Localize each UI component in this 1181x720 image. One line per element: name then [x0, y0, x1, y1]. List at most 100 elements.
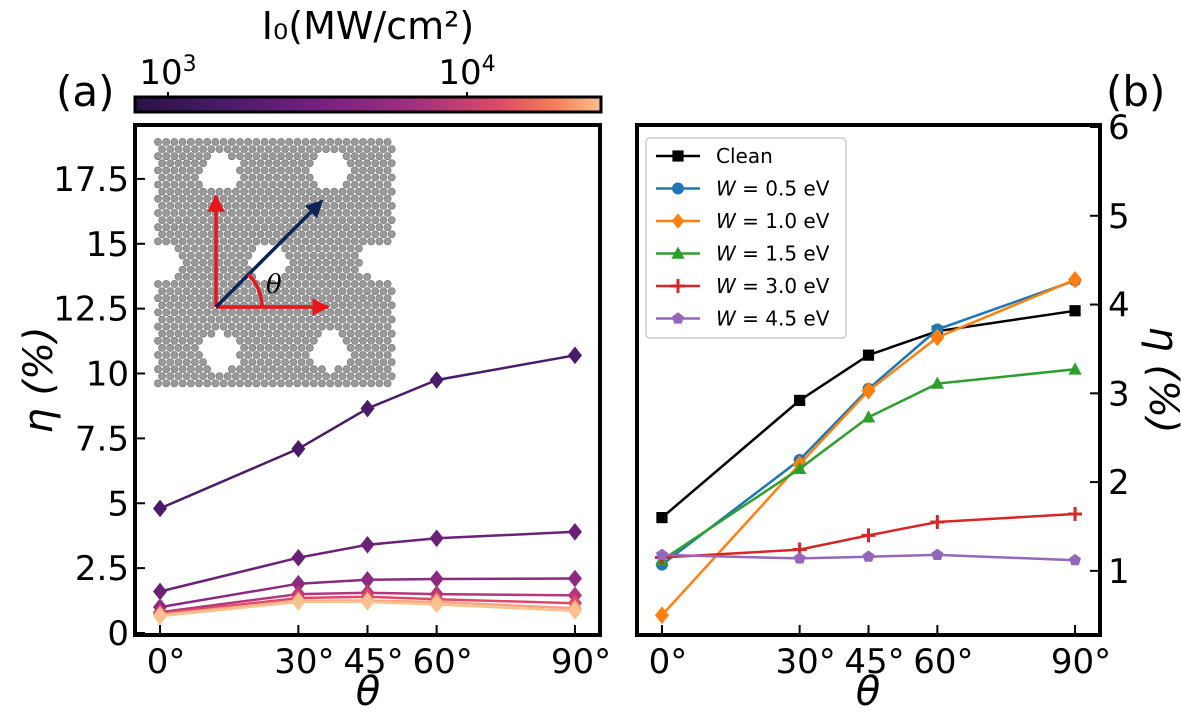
lattice-atom	[154, 280, 162, 288]
lattice-atom	[272, 159, 281, 168]
lattice-atom	[354, 272, 363, 281]
lattice-atom	[346, 187, 355, 196]
data-point	[671, 213, 685, 229]
lattice-atom	[158, 372, 166, 381]
lattice-atom	[162, 180, 171, 189]
lattice-atom	[174, 173, 183, 182]
lattice-atom	[219, 280, 228, 288]
lattice-atom	[281, 329, 289, 338]
lattice-atom	[285, 322, 294, 331]
y-tick-label: 6	[1108, 108, 1130, 148]
lattice-atom	[203, 237, 212, 246]
lattice-atom	[309, 138, 318, 146]
lattice-atom	[342, 379, 351, 388]
lattice-atom	[219, 209, 228, 217]
lattice-atom	[301, 308, 310, 317]
lattice-atom	[190, 272, 199, 281]
lattice-atom	[170, 166, 179, 175]
lattice-atom	[322, 201, 330, 210]
lattice-atom	[248, 343, 257, 352]
lattice-atom	[309, 237, 318, 246]
legend-entry: W = 1.5 eV	[656, 242, 830, 266]
lattice-atom	[383, 365, 392, 374]
lattice-atom	[170, 308, 179, 317]
lattice-atom	[252, 138, 261, 146]
lattice-atom	[178, 308, 187, 317]
y-tick-label: 12.5	[53, 290, 129, 330]
lattice-atom	[363, 201, 371, 210]
lattice-atom	[277, 322, 285, 331]
lattice-atom	[260, 237, 269, 246]
lattice-atom	[350, 152, 359, 161]
lattice-atom	[166, 145, 175, 153]
lattice-atom	[268, 336, 277, 345]
lattice-atom	[195, 308, 203, 317]
lattice-atom	[240, 343, 248, 352]
lattice-atom	[363, 272, 371, 281]
lattice-atom	[256, 187, 265, 196]
lattice-atom	[182, 230, 191, 239]
lattice-atom	[359, 280, 367, 288]
lattice-atom	[170, 294, 179, 303]
lattice-atom	[297, 343, 306, 352]
lattice-atom	[154, 209, 162, 217]
lattice-atom	[346, 159, 355, 168]
lattice-atom	[158, 301, 166, 310]
series	[654, 507, 1083, 565]
lattice-atom	[166, 329, 175, 338]
lattice-atom	[154, 166, 162, 175]
lattice-atom	[231, 201, 240, 210]
lattice-atom	[383, 336, 392, 345]
lattice-atom	[301, 152, 310, 161]
lattice-atom	[342, 365, 351, 374]
lattice-atom	[281, 216, 289, 224]
lattice-atom	[309, 322, 318, 331]
data-point	[1068, 362, 1082, 375]
lattice-atom	[309, 251, 318, 260]
lattice-atom	[186, 152, 195, 161]
lattice-atom	[367, 194, 376, 203]
lattice-atom	[387, 173, 396, 182]
lattice-atom	[363, 343, 371, 352]
lattice-atom	[354, 230, 363, 239]
data-point	[930, 515, 945, 530]
lattice-atom	[293, 180, 302, 189]
lattice-atom	[387, 315, 396, 324]
lattice-atom	[227, 308, 236, 317]
legend-entry: W = 4.5 eV	[656, 307, 830, 331]
lattice-atom	[190, 258, 199, 267]
lattice-atom	[248, 159, 257, 168]
lattice-atom	[387, 301, 396, 310]
legend-label: Clean	[716, 144, 773, 168]
lattice-atom	[158, 173, 166, 182]
lattice-atom	[387, 343, 396, 352]
lattice-atom	[227, 294, 236, 303]
lattice-atom	[326, 322, 335, 331]
lattice-atom	[301, 194, 310, 203]
lattice-atom	[350, 294, 359, 303]
lattice-atom	[268, 379, 277, 388]
lattice-atom	[154, 152, 162, 161]
legend-entry: W = 3.0 eV	[656, 274, 830, 298]
lattice-atom	[186, 294, 195, 303]
lattice-atom	[367, 237, 376, 246]
lattice-atom	[268, 365, 277, 374]
lattice-atom	[354, 329, 363, 338]
lattice-atom	[223, 145, 232, 153]
lattice-atom	[231, 230, 240, 239]
lattice-atom	[186, 365, 195, 374]
lattice-atom	[272, 358, 281, 366]
lattice-atom	[182, 216, 191, 224]
lattice-atom	[244, 138, 253, 146]
lattice-atom	[236, 336, 244, 345]
lattice-atom	[244, 223, 253, 232]
lattice-atom	[236, 308, 244, 317]
lattice-atom	[264, 159, 273, 168]
x-tick-label: 60°	[913, 642, 973, 682]
lattice-atom	[305, 272, 314, 281]
lattice-atom	[277, 152, 285, 161]
lattice-atom	[309, 194, 318, 203]
lattice-atom	[305, 315, 314, 324]
data-point	[567, 346, 582, 365]
lattice-atom	[383, 294, 392, 303]
